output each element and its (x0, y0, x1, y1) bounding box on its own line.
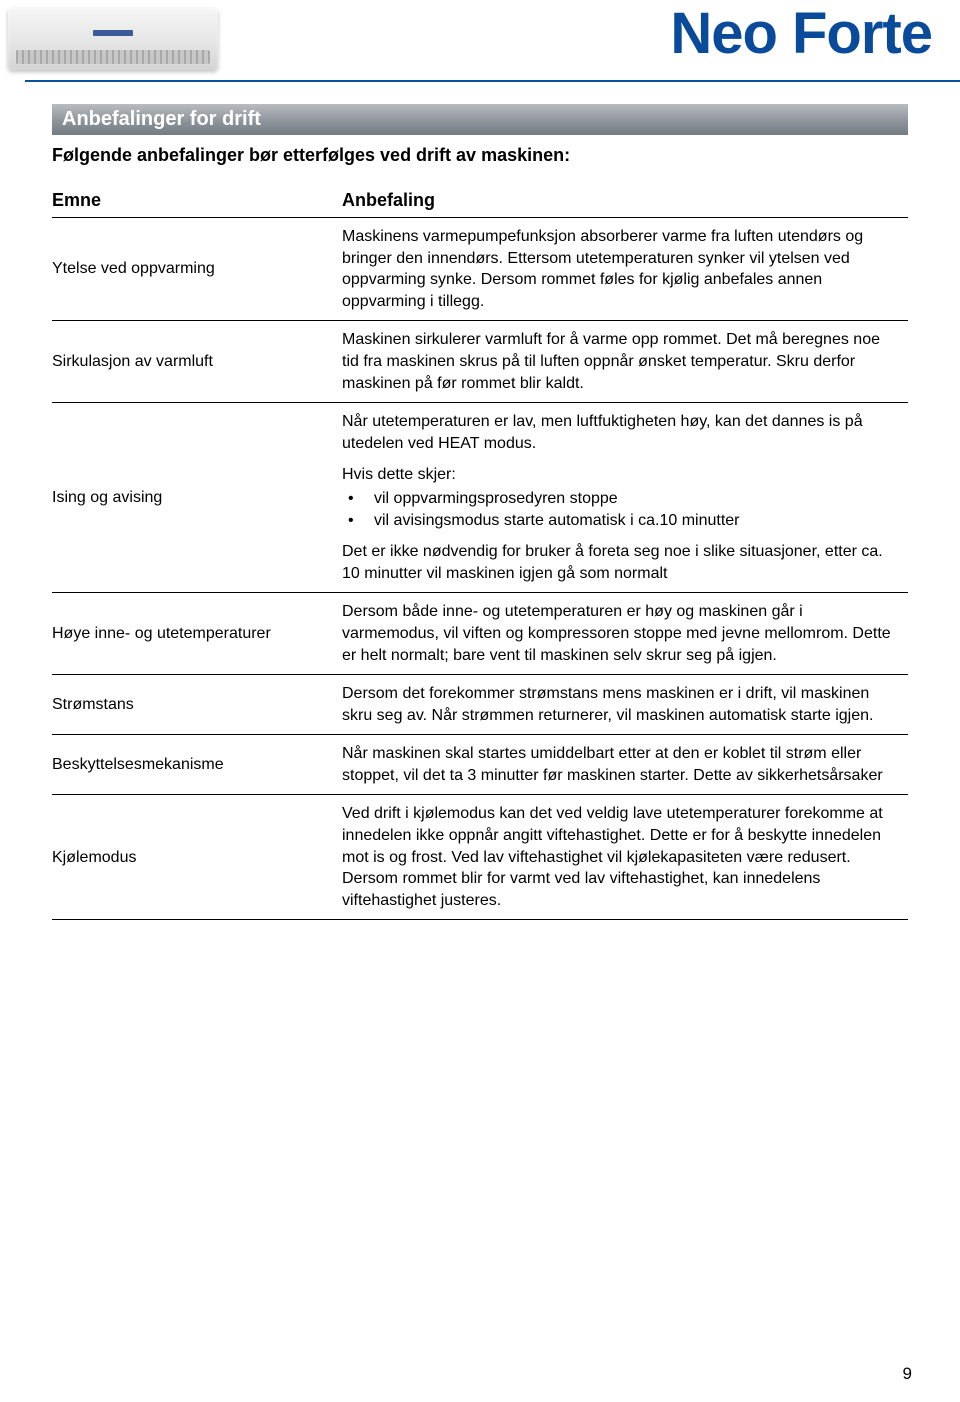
bullet-list: vil oppvarmingsprosedyren stoppe vil avi… (342, 488, 898, 531)
anbefaling-para: Det er ikke nødvendig for bruker å foret… (342, 541, 898, 584)
anbefaling-cell: Maskinens varmepumpefunksjon absorberer … (342, 218, 908, 321)
table-row: Ytelse ved oppvarming Maskinens varmepum… (52, 218, 908, 321)
table-header-row: Emne Anbefaling (52, 184, 908, 218)
anbefaling-cell: Når utetemperaturen er lav, men luftfukt… (342, 403, 908, 593)
col-header-emne: Emne (52, 184, 342, 218)
recommendations-table: Emne Anbefaling Ytelse ved oppvarming Ma… (52, 184, 908, 920)
emne-cell: Ytelse ved oppvarming (52, 218, 342, 321)
hvis-label: Hvis dette skjer: (342, 464, 898, 486)
section-subtitle: Følgende anbefalinger bør etterfølges ve… (52, 145, 908, 166)
emne-cell: Kjølemodus (52, 795, 342, 920)
anbefaling-cell: Ved drift i kjølemodus kan det ved veldi… (342, 795, 908, 920)
page-number: 9 (903, 1364, 912, 1384)
emne-cell: Sirkulasjon av varmluft (52, 321, 342, 403)
anbefaling-cell: Dersom både inne- og utetemperaturen er … (342, 593, 908, 675)
table-row: Beskyttelsesmekanisme Når maskinen skal … (52, 735, 908, 795)
header: Neo Forte (0, 0, 960, 80)
table-row: Høye inne- og utetemperaturer Dersom båd… (52, 593, 908, 675)
emne-cell: Beskyttelsesmekanisme (52, 735, 342, 795)
emne-cell: Høye inne- og utetemperaturer (52, 593, 342, 675)
table-row: Ising og avising Når utetemperaturen er … (52, 403, 908, 593)
anbefaling-cell: Dersom det forekommer strømstans mens ma… (342, 675, 908, 735)
anbefaling-cell: Når maskinen skal startes umiddelbart et… (342, 735, 908, 795)
bullet-item: vil avisingsmodus starte automatisk i ca… (342, 510, 898, 532)
ac-unit-image (8, 8, 218, 70)
bullet-item: vil oppvarmingsprosedyren stoppe (342, 488, 898, 510)
table-row: Strømstans Dersom det forekommer strømst… (52, 675, 908, 735)
emne-cell: Strømstans (52, 675, 342, 735)
table-row: Kjølemodus Ved drift i kjølemodus kan de… (52, 795, 908, 920)
col-header-anbefaling: Anbefaling (342, 184, 908, 218)
brand-title: Neo Forte (670, 0, 932, 67)
anbefaling-para: Når utetemperaturen er lav, men luftfukt… (342, 411, 898, 454)
emne-cell: Ising og avising (52, 403, 342, 593)
content-area: Anbefalinger for drift Følgende anbefali… (0, 82, 960, 920)
anbefaling-cell: Maskinen sirkulerer varmluft for å varme… (342, 321, 908, 403)
table-row: Sirkulasjon av varmluft Maskinen sirkule… (52, 321, 908, 403)
section-title-bar: Anbefalinger for drift (52, 104, 908, 135)
